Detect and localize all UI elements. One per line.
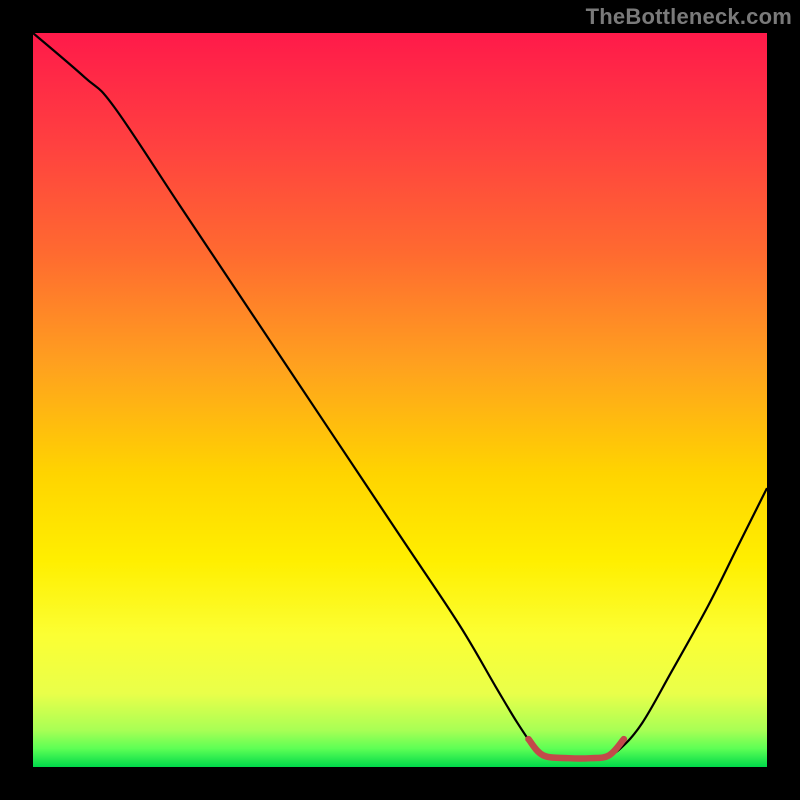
gradient-background (33, 33, 767, 767)
plot-area (33, 33, 767, 767)
plot-svg (33, 33, 767, 767)
watermark-text: TheBottleneck.com (586, 4, 792, 30)
chart-root: TheBottleneck.com (0, 0, 800, 800)
